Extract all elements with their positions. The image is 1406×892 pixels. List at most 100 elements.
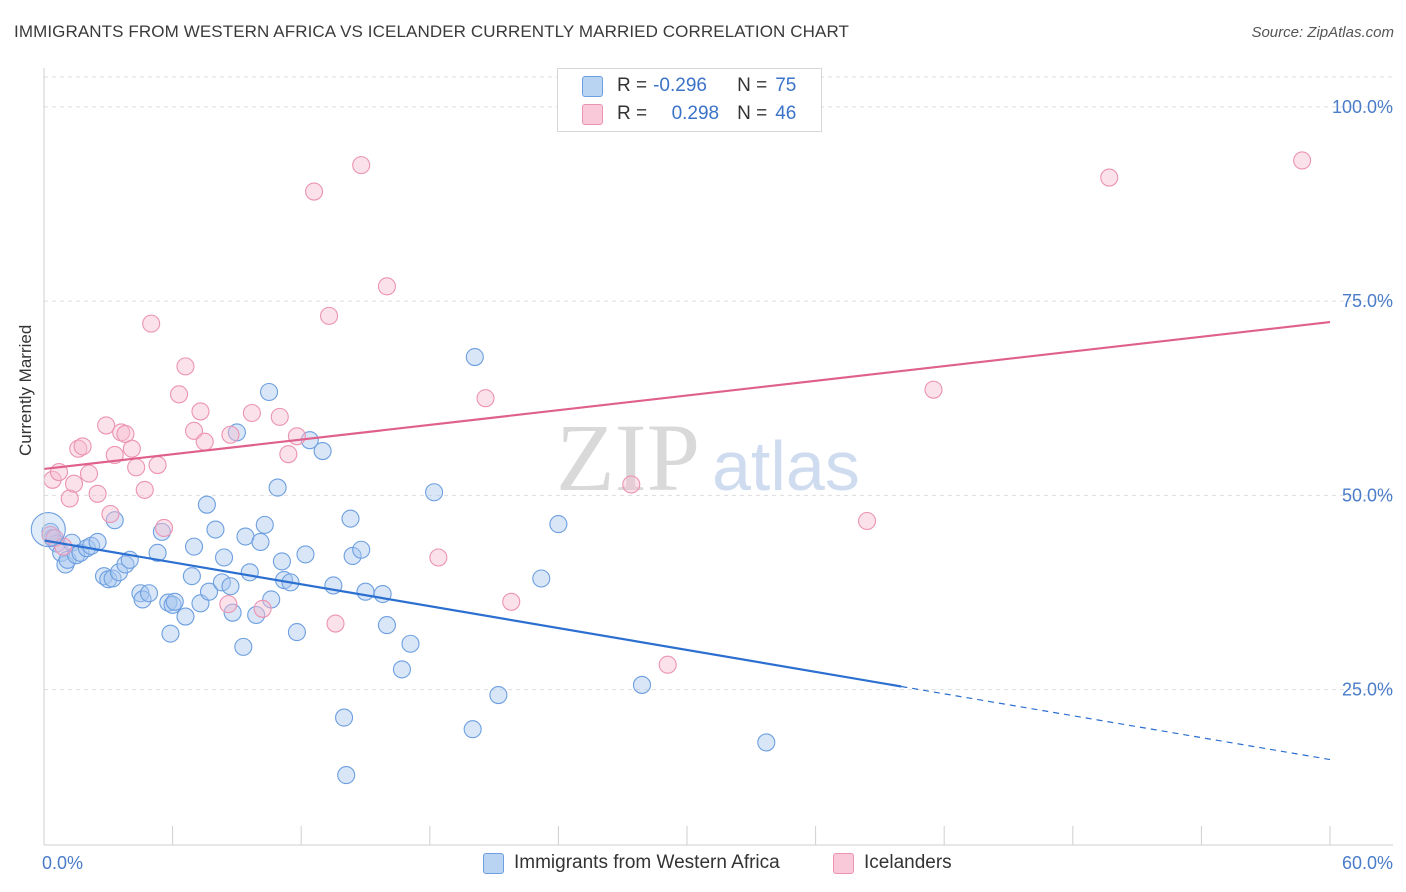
- trendline-icelanders: [43, 320, 1331, 471]
- n-label: N =: [737, 75, 768, 96]
- watermark-zip: ZIP: [556, 404, 700, 511]
- data-point-icelanders: [279, 445, 298, 464]
- data-point-icelanders: [148, 455, 167, 475]
- trendline-western-africa: [43, 539, 902, 688]
- y-axis-label: Currently Married: [16, 324, 35, 456]
- data-point-icelanders: [1293, 151, 1312, 170]
- data-point-western-africa: [287, 623, 306, 642]
- data-point-western-africa: [268, 478, 287, 497]
- legend-swatch-blue: [483, 852, 504, 874]
- data-point-western-africa: [182, 567, 201, 586]
- data-point-western-africa: [532, 569, 551, 588]
- stats-legend: R = -0.296 N = 75 R = 0.298 N = 46: [557, 68, 822, 132]
- n-label: N =: [737, 103, 768, 124]
- data-point-western-africa: [197, 495, 216, 514]
- data-point-icelanders: [320, 306, 339, 325]
- data-point-icelanders: [64, 474, 84, 493]
- data-point-icelanders: [142, 314, 161, 333]
- data-point-western-africa: [240, 563, 259, 582]
- data-point-western-africa: [313, 442, 332, 461]
- legend-swatch-blue: [582, 75, 603, 97]
- series-legend-label: Icelanders: [864, 852, 952, 873]
- data-point-icelanders: [270, 407, 289, 426]
- data-point-western-africa: [199, 582, 219, 601]
- data-point-western-africa: [392, 660, 411, 679]
- data-point-western-africa: [401, 634, 420, 653]
- data-point-western-africa: [549, 515, 568, 534]
- watermark-atlas: atlas: [712, 427, 860, 505]
- data-point-western-africa: [377, 616, 396, 635]
- data-point-western-africa: [206, 520, 225, 539]
- data-point-western-africa: [465, 347, 484, 367]
- data-point-western-africa: [163, 595, 182, 614]
- data-point-western-africa: [221, 577, 240, 596]
- series-legend: Immigrants from Western Africa Icelander…: [0, 852, 1406, 878]
- source-note: Source: ZipAtlas.com: [1251, 24, 1394, 41]
- data-point-icelanders: [88, 484, 107, 503]
- r-value: -0.296: [653, 75, 707, 96]
- y-tick-label: 75.0%: [1342, 291, 1393, 311]
- data-point-icelanders: [97, 416, 116, 435]
- data-point-icelanders: [305, 182, 324, 201]
- points-layer: [30, 151, 1312, 785]
- data-point-western-africa: [148, 543, 167, 562]
- data-point-icelanders: [169, 385, 189, 404]
- data-point-icelanders: [326, 614, 345, 633]
- data-point-icelanders: [105, 445, 124, 464]
- n-value: 46: [775, 103, 797, 124]
- data-point-western-africa: [212, 573, 231, 592]
- data-point-western-africa: [632, 675, 652, 694]
- data-point-icelanders: [429, 548, 448, 567]
- data-point-western-africa: [176, 607, 195, 626]
- data-point-icelanders: [502, 592, 521, 611]
- data-point-icelanders: [253, 599, 272, 618]
- data-point-western-africa: [71, 543, 90, 562]
- data-point-western-africa: [259, 382, 279, 402]
- data-point-icelanders: [176, 357, 195, 376]
- data-point-icelanders: [352, 156, 371, 175]
- y-tick-label: 100.0%: [1332, 97, 1393, 117]
- data-point-western-africa: [757, 733, 776, 752]
- data-point-western-africa: [236, 527, 255, 546]
- r-label: R =: [617, 103, 648, 124]
- data-point-icelanders: [476, 389, 495, 408]
- legend-swatch-pink: [582, 103, 603, 125]
- n-value: 75: [775, 75, 797, 96]
- data-point-western-africa: [161, 624, 180, 643]
- data-point-icelanders: [154, 518, 174, 538]
- data-point-icelanders: [377, 277, 396, 296]
- x-tick-label: 0.0%: [42, 853, 83, 873]
- data-point-icelanders: [857, 511, 877, 531]
- data-point-icelanders: [1100, 168, 1119, 187]
- data-point-icelanders: [219, 595, 238, 614]
- axis-layer: 25.0% 50.0% 75.0% 100.0% 0.0% 60.0%: [42, 68, 1393, 873]
- data-point-western-africa: [463, 720, 482, 739]
- series-legend-item-blue: Immigrants from Western Africa: [483, 852, 780, 874]
- x-tick-label: 60.0%: [1342, 853, 1393, 873]
- y-tick-label: 50.0%: [1342, 485, 1393, 505]
- watermark-layer: ZIP atlas: [556, 404, 860, 511]
- data-point-western-africa: [184, 537, 204, 556]
- data-point-icelanders: [122, 439, 141, 458]
- trendline-western-africa-extrapolated: [901, 685, 1331, 761]
- stats-legend-row-blue: R = -0.296 N = 75: [582, 74, 796, 98]
- data-point-icelanders: [195, 432, 214, 451]
- data-point-icelanders: [127, 458, 146, 477]
- data-point-icelanders: [184, 421, 204, 440]
- data-point-cluster: [30, 511, 66, 548]
- legend-swatch-pink: [833, 852, 854, 874]
- data-point-western-africa: [139, 584, 159, 603]
- stats-legend-row-pink: R = 0.298 N = 46: [582, 102, 796, 126]
- data-point-western-africa: [165, 592, 184, 611]
- data-point-western-africa: [234, 637, 253, 656]
- data-point-western-africa: [214, 548, 234, 567]
- data-point-icelanders: [658, 655, 677, 674]
- r-label: R =: [617, 75, 648, 96]
- series-legend-label: Immigrants from Western Africa: [514, 852, 780, 873]
- data-point-icelanders: [79, 464, 99, 483]
- data-point-western-africa: [251, 532, 270, 552]
- data-point-icelanders: [101, 504, 120, 524]
- data-point-western-africa: [341, 509, 360, 528]
- data-point-western-africa: [352, 540, 371, 559]
